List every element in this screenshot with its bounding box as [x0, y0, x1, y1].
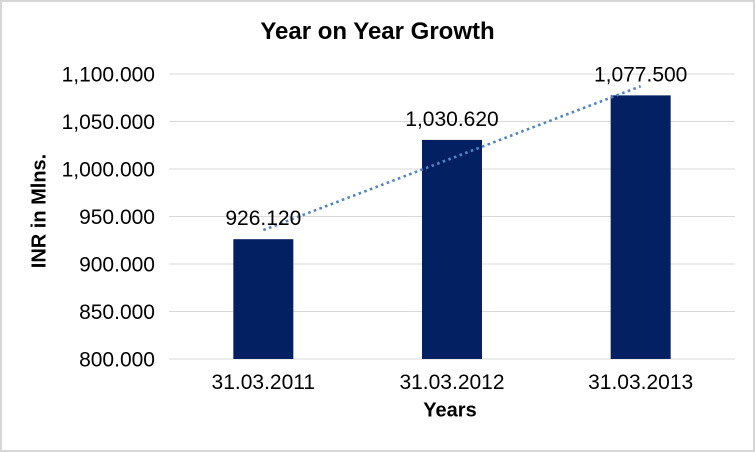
y-tick-label: 1,050.000 [62, 111, 155, 134]
bar [233, 239, 294, 359]
y-tick-label: 800.000 [79, 349, 155, 372]
chart-title: Year on Year Growth [260, 18, 495, 45]
y-tick-label: 1,100.000 [62, 64, 155, 87]
y-tick-label: 1,000.000 [62, 159, 155, 182]
y-tick-label: 950.000 [79, 206, 155, 229]
y-tick-label: 900.000 [79, 254, 155, 277]
x-tick-label: 31.03.2012 [399, 371, 504, 394]
x-tick-label: 31.03.2013 [588, 371, 693, 394]
y-tick-label: 850.000 [79, 301, 155, 324]
x-tick-label: 31.03.2011 [212, 371, 316, 394]
data-label: 1,077.500 [594, 63, 687, 86]
bar [422, 139, 482, 359]
data-label: 926.120 [225, 207, 301, 230]
x-axis-title: Years [423, 399, 477, 422]
data-label: 1,030.620 [405, 108, 498, 131]
bar [610, 95, 671, 359]
trendline [262, 85, 642, 232]
